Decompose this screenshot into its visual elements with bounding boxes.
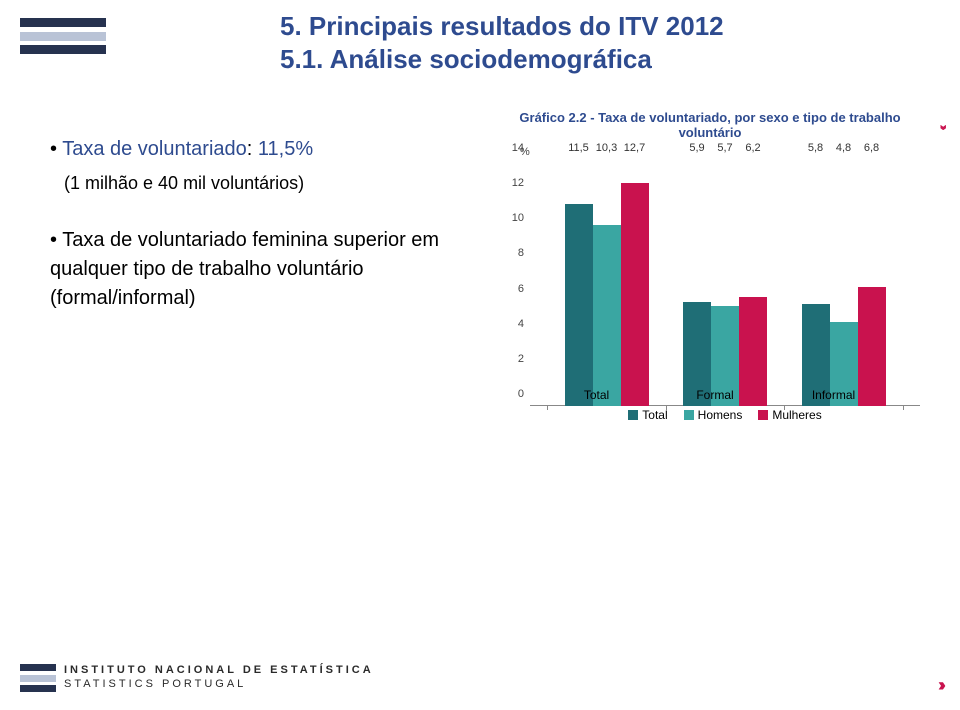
- slide-page: 5. Principais resultados do ITV 2012 5.1…: [0, 0, 960, 710]
- y-tick-label: 12: [512, 177, 524, 189]
- y-tick-label: 6: [518, 283, 524, 295]
- heading-line-1: 5. Principais resultados do ITV 2012: [280, 10, 880, 43]
- footer-line-1: INSTITUTO NACIONAL DE ESTATÍSTICA: [64, 664, 374, 678]
- y-tick-label: 0: [518, 388, 524, 400]
- y-tick-label: 2: [518, 353, 524, 365]
- y-tick-label: 4: [518, 318, 524, 330]
- bar-value-label: 10,3: [593, 142, 621, 223]
- flag-decoration: [20, 18, 106, 54]
- bar-group: 5,95,76,2: [683, 160, 767, 406]
- bar-rect: [621, 183, 649, 406]
- flag-bar: [20, 664, 56, 671]
- heading-block: 5. Principais resultados do ITV 2012 5.1…: [280, 10, 880, 75]
- bar-group: 11,510,312,7: [565, 160, 649, 406]
- body-text: • Taxa de voluntariado: 11,5% (1 milhão …: [50, 135, 470, 319]
- legend-swatch: [628, 410, 638, 420]
- flag-bar: [20, 675, 56, 682]
- legend-label: Total: [642, 408, 667, 422]
- bullet-dot: •: [50, 138, 62, 160]
- bar-value-label: 5,9: [683, 142, 711, 300]
- legend-label: Mulheres: [772, 408, 821, 422]
- bar-rect: [858, 287, 886, 406]
- bar-value-label: 6,2: [739, 142, 767, 295]
- footer-flag-icon: [20, 664, 56, 692]
- flag-bar: [20, 685, 56, 692]
- bar-value-label: 6,8: [858, 142, 886, 285]
- bullet-1-label: Taxa de voluntariado: [62, 138, 247, 160]
- bar: 5,8: [802, 160, 830, 406]
- heading-line-2: 5.1. Análise sociodemográfica: [280, 43, 880, 76]
- flag-bar: [20, 32, 106, 41]
- chevron-icon: ››: [938, 675, 942, 696]
- chart-title: Gráfico 2.2 - Taxa de voluntariado, por …: [490, 110, 930, 140]
- category-label: Formal: [696, 388, 733, 402]
- bar: 6,2: [739, 160, 767, 406]
- legend-label: Homens: [698, 408, 743, 422]
- bullet-1-colon: :: [247, 138, 258, 160]
- legend-item: Mulheres: [758, 408, 821, 422]
- category-label: Informal: [812, 388, 855, 402]
- bullet-2: • Taxa de voluntariado feminina superior…: [50, 226, 470, 313]
- flag-bar: [20, 18, 106, 27]
- legend-swatch: [758, 410, 768, 420]
- bar: 10,3: [593, 160, 621, 406]
- bar-group: 5,84,86,8: [802, 160, 886, 406]
- bullet-1-sub: (1 milhão e 40 mil voluntários): [64, 170, 470, 196]
- footer-logo: INSTITUTO NACIONAL DE ESTATÍSTICA STATIS…: [20, 664, 374, 692]
- bar-rect: [739, 297, 767, 406]
- footer-text: INSTITUTO NACIONAL DE ESTATÍSTICA STATIS…: [64, 664, 374, 692]
- bar: 5,7: [711, 160, 739, 406]
- bar: 5,9: [683, 160, 711, 406]
- legend-swatch: [684, 410, 694, 420]
- legend-item: Total: [628, 408, 667, 422]
- y-tick-label: 14: [512, 142, 524, 154]
- bar-value-label: 11,5: [565, 142, 593, 202]
- chart-legend: Total Homens Mulheres: [520, 408, 930, 423]
- bullet-1: • Taxa de voluntariado: 11,5%: [50, 135, 470, 164]
- plot-area: 11,510,312,7 5,95,76,2 5,84,86,8: [530, 160, 920, 406]
- bar-rect: [593, 225, 621, 406]
- y-tick-label: 10: [512, 212, 524, 224]
- bar-value-label: 12,7: [621, 142, 649, 181]
- y-tick-label: 8: [518, 247, 524, 259]
- bar-value-label: 5,8: [802, 142, 830, 302]
- y-axis-labels: 02468101214: [500, 160, 528, 406]
- bar: 11,5: [565, 160, 593, 406]
- bullet-1-value: 11,5%: [258, 138, 313, 160]
- bar: 4,8: [830, 160, 858, 406]
- bar-rect: [565, 204, 593, 406]
- bar-value-label: 5,7: [711, 142, 739, 304]
- legend-item: Homens: [684, 408, 743, 422]
- footer-line-2: STATISTICS PORTUGAL: [64, 678, 374, 692]
- chevron-icon: ››: [936, 124, 952, 127]
- bar: 12,7: [621, 160, 649, 406]
- chart-container: Gráfico 2.2 - Taxa de voluntariado, por …: [490, 110, 930, 406]
- bar: 6,8: [858, 160, 886, 406]
- bar-chart: % 02468101214 11,510,312,75,95,76,25,84,…: [500, 146, 920, 406]
- bar-value-label: 4,8: [830, 142, 858, 320]
- category-label: Total: [584, 388, 609, 402]
- flag-bar: [20, 45, 106, 54]
